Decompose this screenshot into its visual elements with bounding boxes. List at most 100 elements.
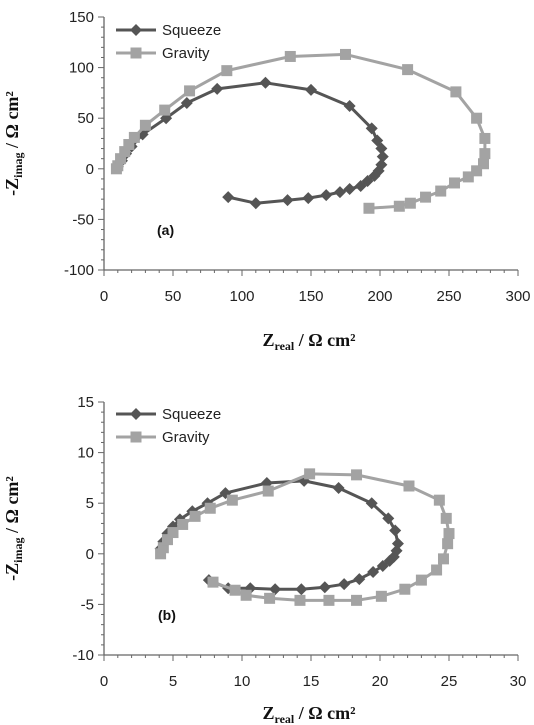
data-point	[365, 497, 378, 510]
data-point	[139, 119, 151, 131]
x-tick-label: 100	[229, 288, 254, 305]
data-point	[353, 573, 366, 586]
data-point	[302, 192, 315, 205]
x-axis-title-sub: real	[274, 712, 294, 725]
y-tick-label: 15	[77, 394, 94, 411]
data-point	[479, 132, 491, 144]
data-point	[371, 134, 384, 147]
x-tick-label: 250	[436, 288, 461, 305]
legend-label-gravity: Gravity	[162, 429, 210, 446]
data-point	[431, 564, 443, 576]
y-tick-label: 5	[86, 495, 94, 512]
series-line	[115, 52, 487, 210]
data-point	[343, 183, 356, 196]
x-tick-label: 200	[367, 288, 392, 305]
series-line	[159, 479, 400, 591]
data-point	[389, 524, 402, 537]
chart-panel-b: -10 -5 0 5 10 15 0 5 10 15 20 25 30 Squeeze Gravity (b)…	[2, 394, 526, 725]
data-point	[229, 584, 241, 596]
data-point	[354, 180, 367, 193]
y-axis-title-rest: / Ω cm²	[2, 476, 22, 537]
y-tick-label: 10	[77, 445, 94, 462]
data-point	[365, 122, 378, 135]
series-line	[116, 81, 385, 205]
x-tick-label: 5	[169, 673, 177, 690]
x-axis-title-main: Z	[262, 330, 274, 350]
data-point	[443, 528, 455, 540]
chart-panel-a: -100 -50 0 50 100 150 0 50 100 150 200 250 300 Squeez…	[2, 9, 531, 353]
data-point	[320, 189, 333, 202]
data-point	[402, 64, 414, 76]
y-tick-label: 50	[77, 110, 94, 127]
legend-label-squeeze: Squeeze	[162, 406, 221, 423]
data-point	[403, 480, 415, 492]
data-point	[123, 139, 135, 151]
x-axis-title-sub: real	[274, 339, 294, 353]
data-point	[449, 177, 461, 189]
data-point	[338, 578, 351, 591]
data-point	[442, 538, 454, 550]
y-tick-label: 100	[69, 60, 94, 77]
data-point	[180, 97, 193, 110]
data-point	[367, 566, 380, 579]
legend-marker	[130, 24, 142, 36]
y-tick-label: -5	[81, 596, 94, 613]
data-point	[376, 559, 389, 572]
x-axis-title-main: Z	[262, 703, 274, 723]
y-axis-title-prefix: -Z	[2, 563, 22, 581]
data-point	[415, 574, 427, 586]
x-tick-label: 0	[100, 288, 108, 305]
data-point	[177, 518, 189, 530]
data-point	[249, 197, 262, 210]
data-point	[376, 150, 389, 163]
data-point	[343, 100, 356, 113]
data-point	[119, 146, 131, 158]
series-squeeze	[154, 474, 404, 596]
y-axis-title: -Zimag / Ω cm²	[2, 91, 25, 196]
data-point	[471, 165, 483, 177]
data-point	[351, 594, 363, 606]
data-point	[440, 512, 452, 524]
data-point	[318, 581, 331, 594]
data-point	[462, 171, 474, 183]
data-point	[281, 194, 294, 207]
data-point	[157, 542, 169, 554]
y-axis-title-sub: imag	[11, 537, 25, 562]
data-point	[221, 65, 233, 77]
data-point	[112, 160, 124, 172]
data-point	[128, 131, 140, 143]
data-point	[295, 583, 308, 596]
data-point	[204, 502, 216, 514]
y-tick-label: 0	[86, 546, 94, 563]
x-tick-label: 20	[372, 673, 389, 690]
panel-label: (b)	[158, 607, 176, 623]
data-point	[269, 583, 282, 596]
x-tick-label: 50	[165, 288, 182, 305]
legend-marker	[130, 47, 142, 59]
data-point	[375, 142, 388, 155]
x-tick-label: 300	[505, 288, 530, 305]
data-point	[435, 185, 447, 197]
data-point	[259, 76, 272, 89]
legend-marker	[130, 408, 142, 420]
legend-label-gravity: Gravity	[162, 45, 210, 62]
x-tick-label: 25	[441, 673, 458, 690]
x-tick-label: 30	[510, 673, 527, 690]
data-point	[159, 104, 171, 116]
y-axis-title-rest: / Ω cm²	[2, 91, 22, 152]
x-tick-label: 0	[100, 673, 108, 690]
panel-label: (a)	[157, 222, 174, 238]
data-point	[471, 112, 483, 124]
data-point	[404, 197, 416, 209]
x-axis-title: Zreal / Ω cm²	[262, 703, 355, 725]
data-point	[420, 191, 432, 203]
data-point	[333, 186, 346, 199]
data-point	[399, 583, 411, 595]
y-tick-label: 0	[86, 161, 94, 178]
data-point	[161, 534, 173, 546]
data-point	[226, 494, 238, 506]
data-point	[363, 202, 375, 214]
y-tick-label: -10	[72, 647, 94, 664]
x-axis-title-rest: / Ω cm²	[294, 703, 355, 723]
y-tick-label: -50	[72, 211, 94, 228]
